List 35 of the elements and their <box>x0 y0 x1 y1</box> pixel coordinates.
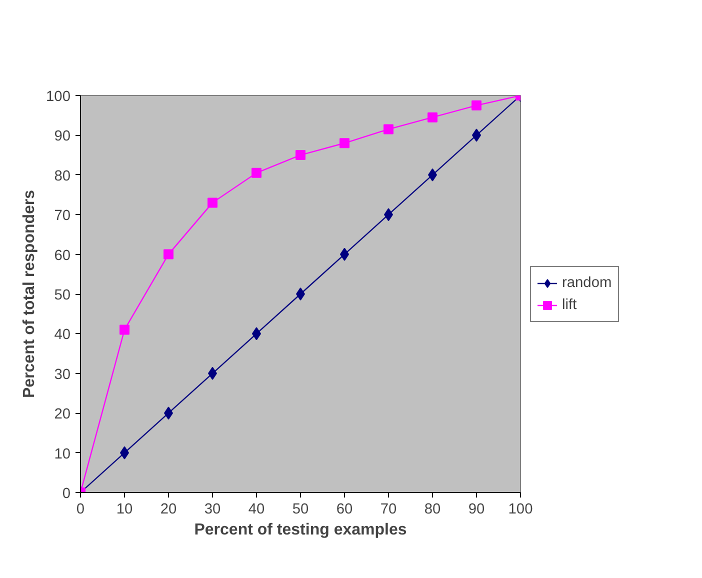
y-tick-label: 10 <box>54 446 71 462</box>
y-tick-label: 30 <box>54 366 71 383</box>
y-tick-label: 100 <box>46 89 71 105</box>
x-tick-label: 70 <box>380 502 397 518</box>
y-tick-label: 70 <box>54 208 71 224</box>
y-tick-label: 60 <box>54 248 71 264</box>
y-tick-label: 20 <box>54 406 71 423</box>
x-tick-label: 100 <box>508 502 533 518</box>
point <box>428 112 438 122</box>
y-tick-label: 40 <box>54 327 71 344</box>
x-tick-label: 0 <box>76 502 85 518</box>
x-tick-label: 20 <box>160 502 177 518</box>
point <box>164 249 174 260</box>
legend-label: random <box>562 275 612 291</box>
y-tick-label: 50 <box>54 288 71 304</box>
y-tick-label: 90 <box>54 128 71 145</box>
legend-label: lift <box>562 297 578 313</box>
point <box>252 168 262 178</box>
x-tick-label: 50 <box>292 502 309 518</box>
x-tick-label: 90 <box>468 502 485 518</box>
point <box>208 198 218 208</box>
x-tick-label: 10 <box>116 502 133 518</box>
x-tick-label: 30 <box>204 502 221 518</box>
point <box>384 124 394 134</box>
y-tick-label: 0 <box>62 486 71 502</box>
x-tick-label: 80 <box>424 502 441 518</box>
point <box>340 138 350 148</box>
x-axis-title: Percent of testing examples <box>194 522 407 538</box>
x-tick-label: 60 <box>336 502 353 518</box>
y-tick-label: 80 <box>54 168 71 184</box>
point <box>296 150 306 160</box>
point <box>120 324 130 335</box>
y-axis-title: Percent of total responders <box>21 190 38 398</box>
x-tick-label: 40 <box>248 502 265 518</box>
point <box>472 100 482 110</box>
